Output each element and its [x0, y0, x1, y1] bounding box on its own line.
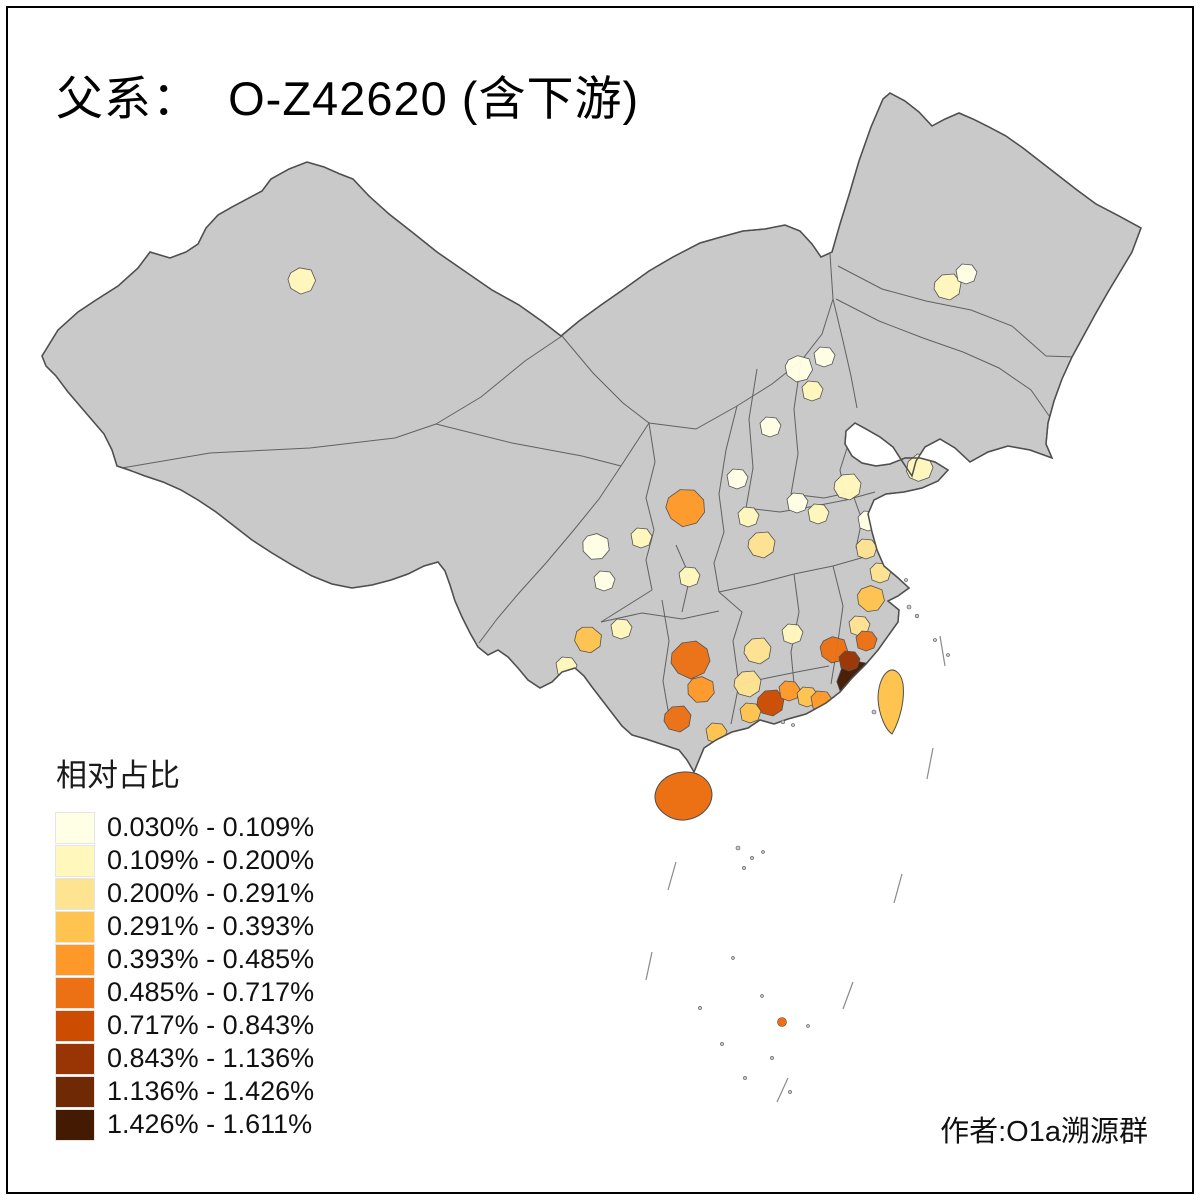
legend-label: 0.485% - 0.717%	[107, 977, 315, 1007]
china-mainland	[41, 92, 1142, 773]
prefecture-region	[678, 566, 701, 588]
prefecture-region	[955, 263, 978, 285]
legend-swatch	[55, 1075, 95, 1108]
legend-swatch	[55, 877, 95, 910]
legend-rows: 0.030% - 0.109% 0.109% - 0.200% 0.200% - 0…	[55, 811, 315, 1141]
legend-swatch	[55, 910, 95, 943]
figure-title: 父系： O-Z42620 (含下游)	[56, 72, 640, 125]
prefecture-region	[869, 562, 892, 584]
prefecture-region	[737, 506, 760, 528]
legend-row: 1.426% - 1.611%	[55, 1108, 314, 1141]
prefecture-region	[786, 492, 809, 514]
legend-row: 0.393% - 0.485%	[55, 943, 315, 976]
maritime-boundary-dashes	[645, 635, 946, 1103]
legend: 相对占比 0.030% - 0.109% 0.109% - 0.200% 0.200…	[55, 750, 315, 1141]
legend-swatch	[55, 1042, 95, 1075]
taiwan-island	[877, 669, 904, 735]
legend-swatch	[55, 943, 95, 976]
minor-islands	[698, 578, 950, 1094]
legend-row: 0.291% - 0.393%	[55, 910, 315, 943]
legend-label: 1.426% - 1.611%	[107, 1109, 313, 1139]
legend-row: 0.109% - 0.200%	[55, 844, 315, 877]
prefecture-region	[838, 650, 861, 672]
legend-swatch	[55, 1009, 95, 1042]
legend-row: 0.200% - 0.291%	[55, 877, 315, 910]
prefecture-region	[855, 630, 878, 652]
prefecture-region	[739, 702, 762, 724]
prefecture-region	[610, 618, 633, 640]
legend-swatch	[55, 1108, 95, 1141]
prefecture-region	[778, 680, 801, 702]
legend-row: 0.717% - 0.843%	[55, 1009, 315, 1042]
prefecture-region	[807, 503, 830, 525]
legend-swatch	[55, 844, 95, 877]
legend-label: 0.393% - 0.485%	[107, 944, 315, 974]
prefecture-region	[726, 468, 749, 490]
prefecture-region	[781, 623, 804, 645]
prefecture-region	[593, 570, 616, 592]
prefecture-region	[630, 527, 653, 549]
legend-row: 0.843% - 1.136%	[55, 1042, 315, 1075]
legend-row: 1.136% - 1.426%	[55, 1075, 315, 1108]
legend-label: 0.030% - 0.109%	[107, 812, 315, 842]
hainan-island	[654, 771, 713, 821]
prefecture-region	[759, 416, 782, 438]
legend-row: 0.485% - 0.717%	[55, 976, 315, 1009]
legend-label: 1.136% - 1.426%	[107, 1076, 315, 1106]
legend-label: 0.717% - 0.843%	[107, 1010, 315, 1040]
attribution-text: 作者:O1a溯源群	[940, 1116, 1148, 1148]
south-sea-colored-islet	[777, 1017, 787, 1027]
legend-title: 相对占比	[56, 758, 180, 793]
legend-label: 0.109% - 0.200%	[107, 845, 315, 875]
prefecture-region	[801, 380, 824, 402]
legend-swatch	[55, 811, 95, 844]
legend-swatch	[55, 976, 95, 1009]
legend-label: 0.291% - 0.393%	[107, 911, 315, 941]
legend-row: 0.030% - 0.109%	[55, 811, 315, 844]
prefecture-region	[813, 346, 836, 368]
legend-label: 0.843% - 1.136%	[107, 1043, 315, 1073]
legend-label: 0.200% - 0.291%	[107, 878, 315, 908]
prefecture-region	[855, 538, 878, 560]
